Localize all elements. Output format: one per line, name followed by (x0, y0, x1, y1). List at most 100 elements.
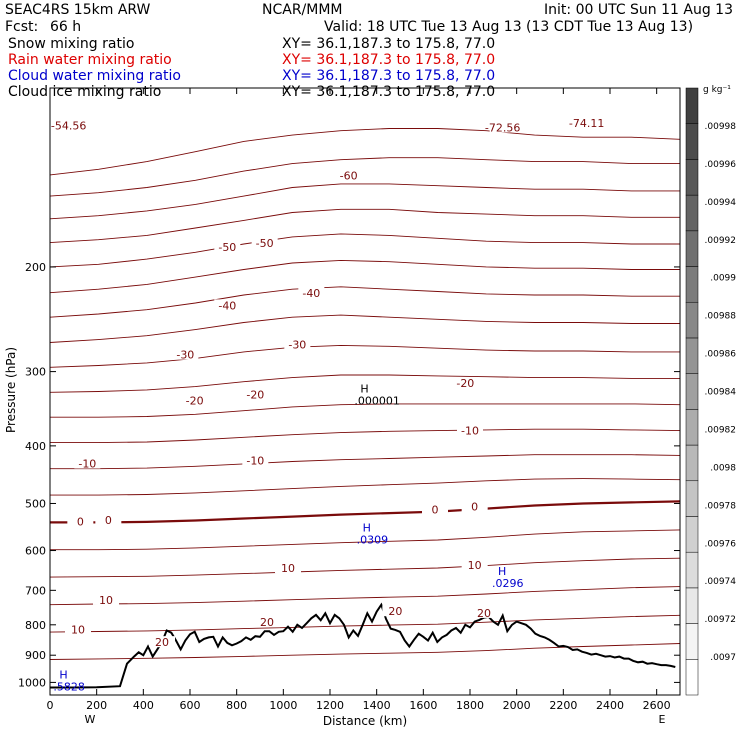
contour-label: -54.56 (51, 119, 86, 132)
contour-labels: -54.56 -72.56 -74.11 -60 -50 -50 -40 -40 -30 -30 -… (51, 117, 604, 649)
field-xy: XY= 36.1,187.3 to 175.8, 77.0 (282, 84, 495, 100)
contour-label-bg (181, 394, 208, 406)
x-tick-label: 800 (226, 699, 247, 712)
isotherm--10 (50, 454, 681, 470)
isotherm--50 (49, 233, 680, 268)
contour-label: 20 (477, 607, 491, 620)
contour-label-bg (214, 299, 241, 311)
x-axis-label: Distance (km) (323, 714, 407, 728)
contour-label: -20 (456, 377, 474, 390)
contour-label: -72.56 (485, 122, 520, 135)
contour-label-bg (452, 377, 479, 389)
color-bar-segment (685, 159, 699, 196)
isotherm--35 (49, 314, 680, 343)
x-tick-label: 400 (133, 699, 154, 712)
isotherm--55 (49, 208, 680, 244)
isotherm--40 (49, 286, 680, 318)
contour-label: -50 (218, 241, 236, 254)
contour-label-bg (242, 388, 269, 400)
x-tick-label: 0 (47, 699, 54, 712)
contour-label: 10 (71, 624, 85, 637)
forecast-hours: 66 h (50, 19, 81, 35)
x-end-left: W (85, 713, 96, 726)
x-tick-label: 200 (86, 699, 107, 712)
contour-label-bg (172, 348, 199, 360)
contour-label-bg (149, 636, 175, 648)
field-xy: XY= 36.1,187.3 to 175.8, 77.0 (282, 36, 495, 52)
valid-time: Valid: 18 UTC Tue 13 Aug 13 (13 CDT Tue … (324, 19, 693, 35)
color-bar-units: g kg⁻¹ (703, 85, 731, 95)
y-tick-label: 600 (25, 545, 46, 558)
extremum-symbol: H (59, 669, 67, 682)
contour-label-bg (298, 286, 325, 298)
y-tick-label: 300 (25, 366, 46, 379)
isotherm--30 (49, 344, 680, 368)
isotherm-10 (49, 557, 681, 578)
x-tick-label: 2200 (549, 699, 577, 712)
contour-label: -74.11 (569, 117, 604, 130)
color-bar-segment (685, 516, 699, 553)
y-axis-label: Pressure (hPa) (4, 347, 18, 433)
extremum-value: .0296 (492, 577, 524, 590)
field-xy: XY= 36.1,187.3 to 175.8, 77.0 (282, 68, 495, 84)
isotherm-5 (50, 529, 681, 551)
y-tick-label: 900 (25, 649, 46, 662)
terrain-profile (50, 602, 676, 689)
x-tick-label: 1000 (269, 699, 297, 712)
color-bar-segment (685, 337, 699, 374)
x-end-right: E (659, 713, 666, 726)
isotherm--5 (50, 478, 681, 496)
isotherm--20 (50, 403, 681, 418)
isotherm--60 (49, 183, 680, 220)
contour-label: 0 (432, 504, 439, 517)
contour-label: -50 (256, 237, 274, 250)
contour-label: 0 (77, 515, 84, 528)
plot-axes: 0 200 400 600 800 1000 1200 1400 1600 1800 2000 220… (18, 87, 681, 726)
color-bar-label: .00984 (705, 388, 737, 398)
y-tick-label: 700 (25, 584, 46, 597)
x-tick-label: 2600 (643, 699, 671, 712)
field-xy: XY= 36.1,187.3 to 175.8, 77.0 (282, 52, 495, 68)
color-bar-label: .00982 (705, 425, 737, 435)
y-tick-label: 500 (25, 497, 46, 510)
color-bar-segment (685, 266, 699, 303)
field-name: Cloud water mixing ratio (8, 68, 181, 84)
contour-label: -30 (176, 349, 194, 362)
extremum-symbol: H (360, 382, 368, 395)
contour-label: -20 (246, 388, 264, 401)
x-tick-label: 1800 (456, 699, 484, 712)
color-bar-label: .00988 (705, 312, 737, 322)
contour-label-bg (65, 623, 91, 635)
contour-label: 0 (105, 514, 112, 527)
x-tick-label: 2000 (503, 699, 531, 712)
color-bar-label: .00992 (705, 236, 737, 246)
contour-label: -30 (288, 338, 306, 351)
field-name: Snow mixing ratio (8, 36, 134, 52)
extremum-value: .5828 (53, 681, 84, 694)
contour-label: -20 (186, 395, 204, 408)
field-name: Cloud ice mixing ratio (8, 84, 161, 100)
color-bar-label: .00972 (705, 615, 737, 625)
color-bar-label: .00974 (705, 577, 737, 587)
color-bar-segment (685, 551, 699, 589)
contour-label: 20 (260, 616, 274, 629)
contour-label: 0 (471, 501, 478, 514)
color-bar-segment (685, 623, 699, 660)
contour-label: -10 (246, 455, 264, 468)
forecast-label: Fcst: (5, 19, 38, 35)
contour-label-bg (422, 503, 448, 515)
color-bar-segment (685, 230, 699, 267)
contour-label-bg (382, 605, 409, 617)
color-bar-segment (685, 301, 699, 339)
contour-label: -60 (340, 170, 358, 183)
contour-label: 20 (388, 605, 402, 618)
contour-label: -40 (302, 287, 320, 300)
org-label: NCAR/MMM (262, 2, 343, 18)
color-bar-segment (685, 659, 699, 696)
contour-label-bg (335, 169, 362, 181)
y-tick-label: 200 (25, 261, 46, 274)
contour-label-bg (457, 424, 483, 436)
color-bar-label: .00994 (705, 198, 737, 208)
